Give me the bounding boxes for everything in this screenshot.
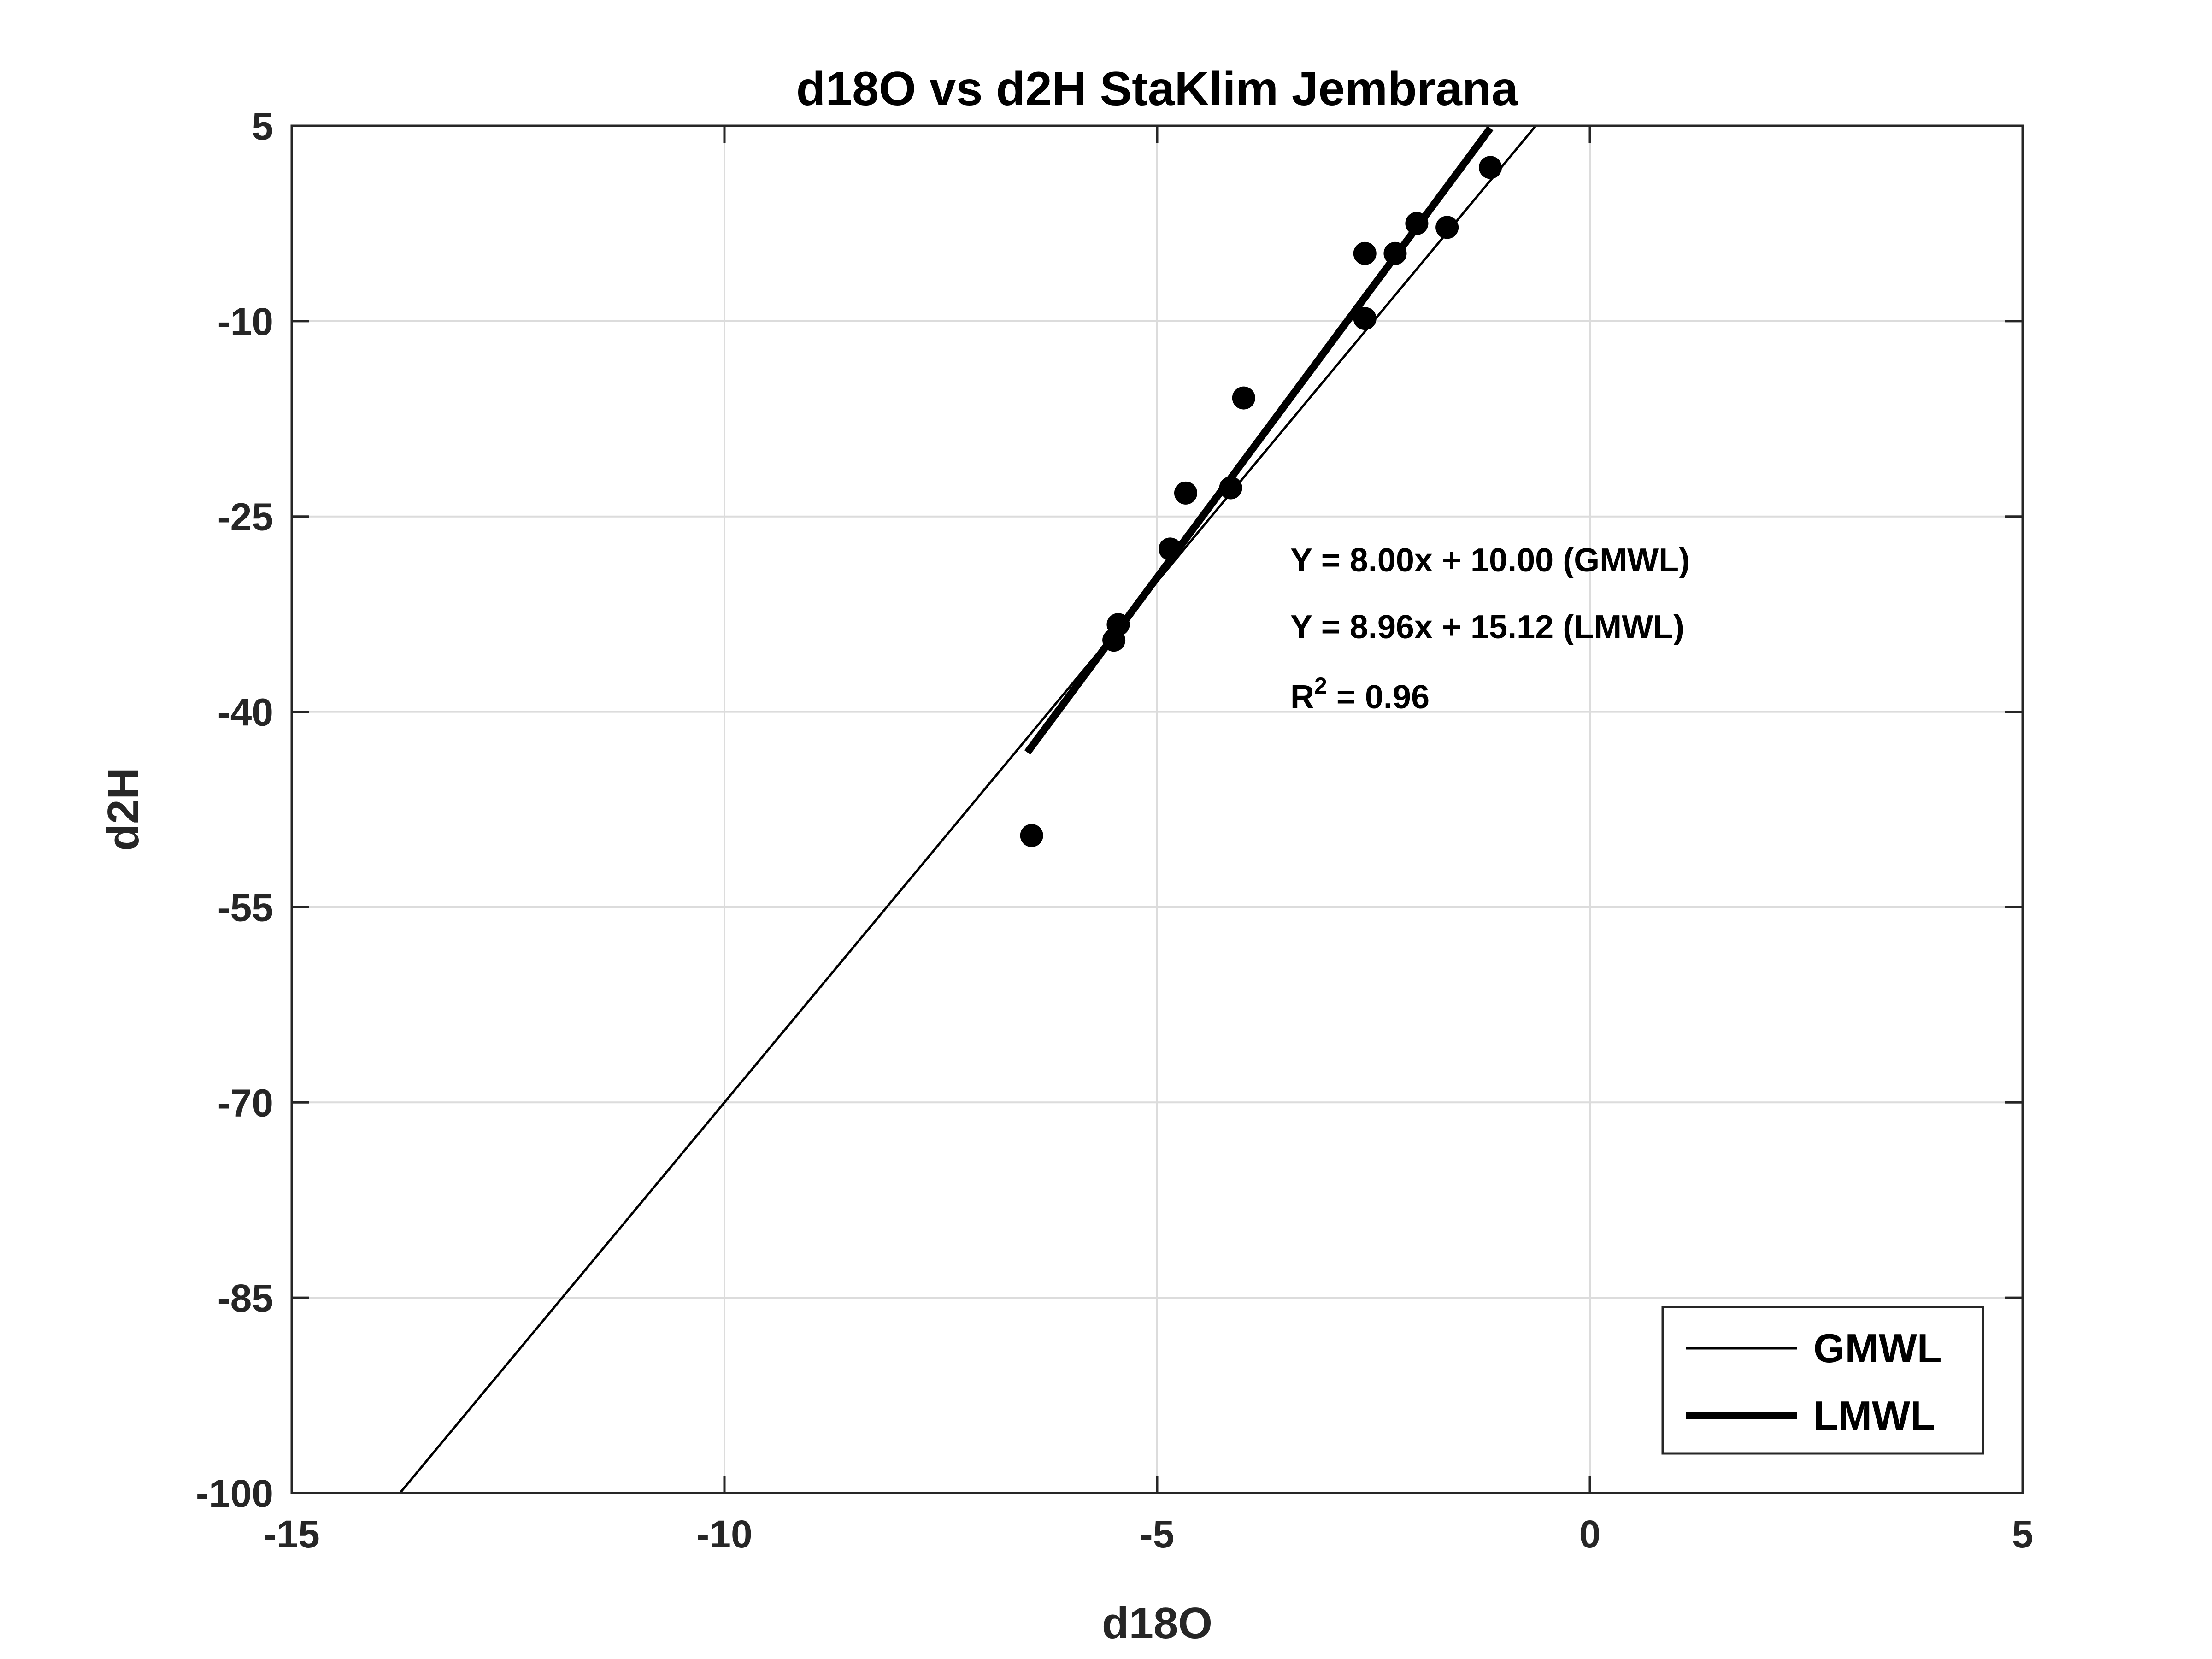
data-point [1020,824,1043,847]
data-point [1106,613,1130,636]
x-tick-label: -15 [264,1512,319,1556]
data-point [1435,216,1459,239]
x-tick-label: 0 [1579,1512,1601,1556]
r-squared-superscript: 2 [1314,673,1327,699]
x-tick-label: 5 [2012,1512,2034,1556]
legend-gmwl-label: GMWL [1813,1325,1942,1371]
chart-title: d18O vs d2H StaKlim Jembrana [796,62,1519,116]
y-tick-label: -85 [218,1277,273,1320]
data-point [1232,387,1255,410]
y-tick-label: 5 [252,105,273,148]
y-tick-label: -10 [218,300,273,343]
lmwl-equation-label: Y = 8.96x + 15.12 (LMWL) [1290,609,1684,646]
legend-lmwl-label: LMWL [1813,1393,1935,1438]
r-squared-label: R2 = 0.96 [1290,673,1430,716]
x-tick-label: -10 [696,1512,752,1556]
y-tick-label: -70 [218,1081,273,1124]
r-squared-prefix: R [1290,679,1314,716]
data-point [1405,212,1428,235]
y-tick-label: -100 [196,1472,273,1515]
data-point [1219,477,1242,500]
y-axis-title: d2H [99,767,148,851]
y-tick-label: -40 [218,691,273,734]
data-point [1353,307,1377,330]
y-tick-label: -55 [218,886,273,929]
x-tick-label: -5 [1140,1512,1175,1556]
data-point [1353,242,1377,265]
data-point [1174,482,1197,505]
data-point [1383,242,1406,265]
data-point [1479,156,1502,179]
x-axis-title: d18O [1102,1599,1212,1648]
legend: GMWL LMWL [1663,1307,1983,1453]
data-point [1159,537,1182,560]
y-tick-label: -25 [218,495,273,539]
gmwl-equation-label: Y = 8.00x + 10.00 (GMWL) [1290,542,1690,579]
r-squared-value: = 0.96 [1327,679,1430,716]
